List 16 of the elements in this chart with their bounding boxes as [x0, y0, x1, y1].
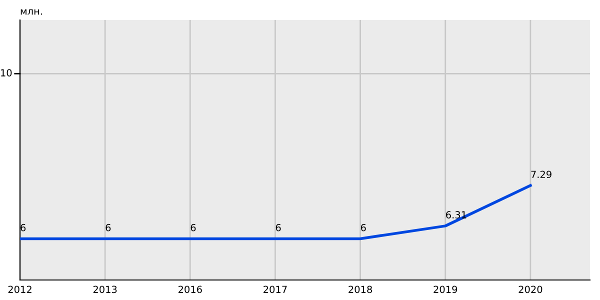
x-tick-label: 2018: [348, 286, 372, 294]
data-label: 6: [190, 224, 196, 232]
x-tick-label: 2017: [264, 286, 287, 294]
x-tick-label: 2020: [518, 286, 542, 294]
ref-line-label: 10: [1, 69, 12, 76]
data-label: 6: [276, 224, 281, 232]
data-label: 6: [106, 224, 111, 232]
data-label: 7.29: [531, 170, 552, 178]
x-tick-label: 2016: [178, 286, 202, 294]
x-tick-label: 2013: [93, 286, 117, 294]
data-label: 6: [360, 224, 366, 232]
x-tick-label: 2019: [434, 286, 458, 294]
data-label: 6.31: [446, 211, 466, 218]
y-axis-title: млн.: [20, 9, 42, 15]
x-tick-label: 2012: [8, 286, 32, 294]
data-label: 6: [20, 224, 26, 232]
